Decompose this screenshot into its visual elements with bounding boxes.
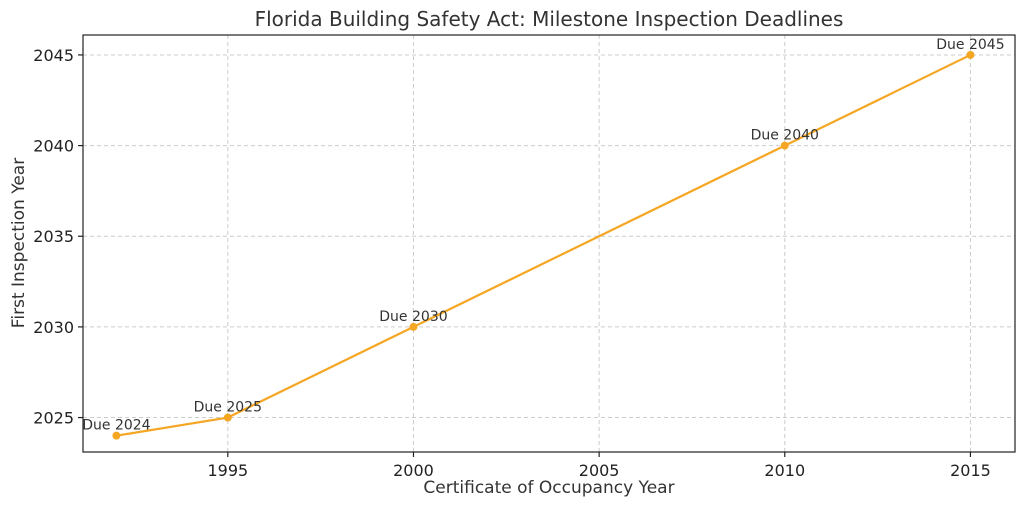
y-axis-label: First Inspection Year — [9, 158, 29, 328]
chart-title: Florida Building Safety Act: Milestone I… — [255, 7, 844, 31]
x-tick-label: 2010 — [764, 461, 805, 480]
y-tick-label: 2040 — [33, 137, 74, 156]
x-tick-label: 2005 — [579, 461, 620, 480]
data-label: Due 2024 — [82, 418, 150, 434]
x-tick-label: 1995 — [207, 461, 248, 480]
x-tick-label: 2015 — [950, 461, 991, 480]
data-point[interactable] — [112, 431, 121, 440]
data-point[interactable] — [780, 141, 789, 150]
x-axis-label: Certificate of Occupancy Year — [423, 478, 674, 498]
data-label: Due 2025 — [194, 400, 262, 416]
grid — [83, 35, 1015, 452]
x-tick-label: 2000 — [393, 461, 434, 480]
data-label: Due 2030 — [379, 309, 447, 325]
y-tick-label: 2035 — [33, 227, 74, 246]
y-tick-label: 2030 — [33, 318, 74, 337]
series-layer: Due 2024 Due 2025 Due 2030 Due 2040 Due 2045 — [82, 37, 1005, 440]
data-label: Due 2045 — [936, 37, 1004, 53]
data-label: Due 2040 — [751, 128, 819, 144]
data-point[interactable] — [223, 413, 232, 422]
plot-frame — [82, 34, 1016, 453]
data-point[interactable] — [409, 322, 418, 331]
y-tick-label: 2045 — [33, 46, 74, 65]
y-tick-label: 2025 — [33, 409, 74, 428]
axis-ticks: 1995 2000 2005 2010 2015 2025 2030 2035 2040 2045 — [33, 46, 991, 480]
series-line — [116, 53, 971, 437]
data-point[interactable] — [966, 50, 975, 59]
